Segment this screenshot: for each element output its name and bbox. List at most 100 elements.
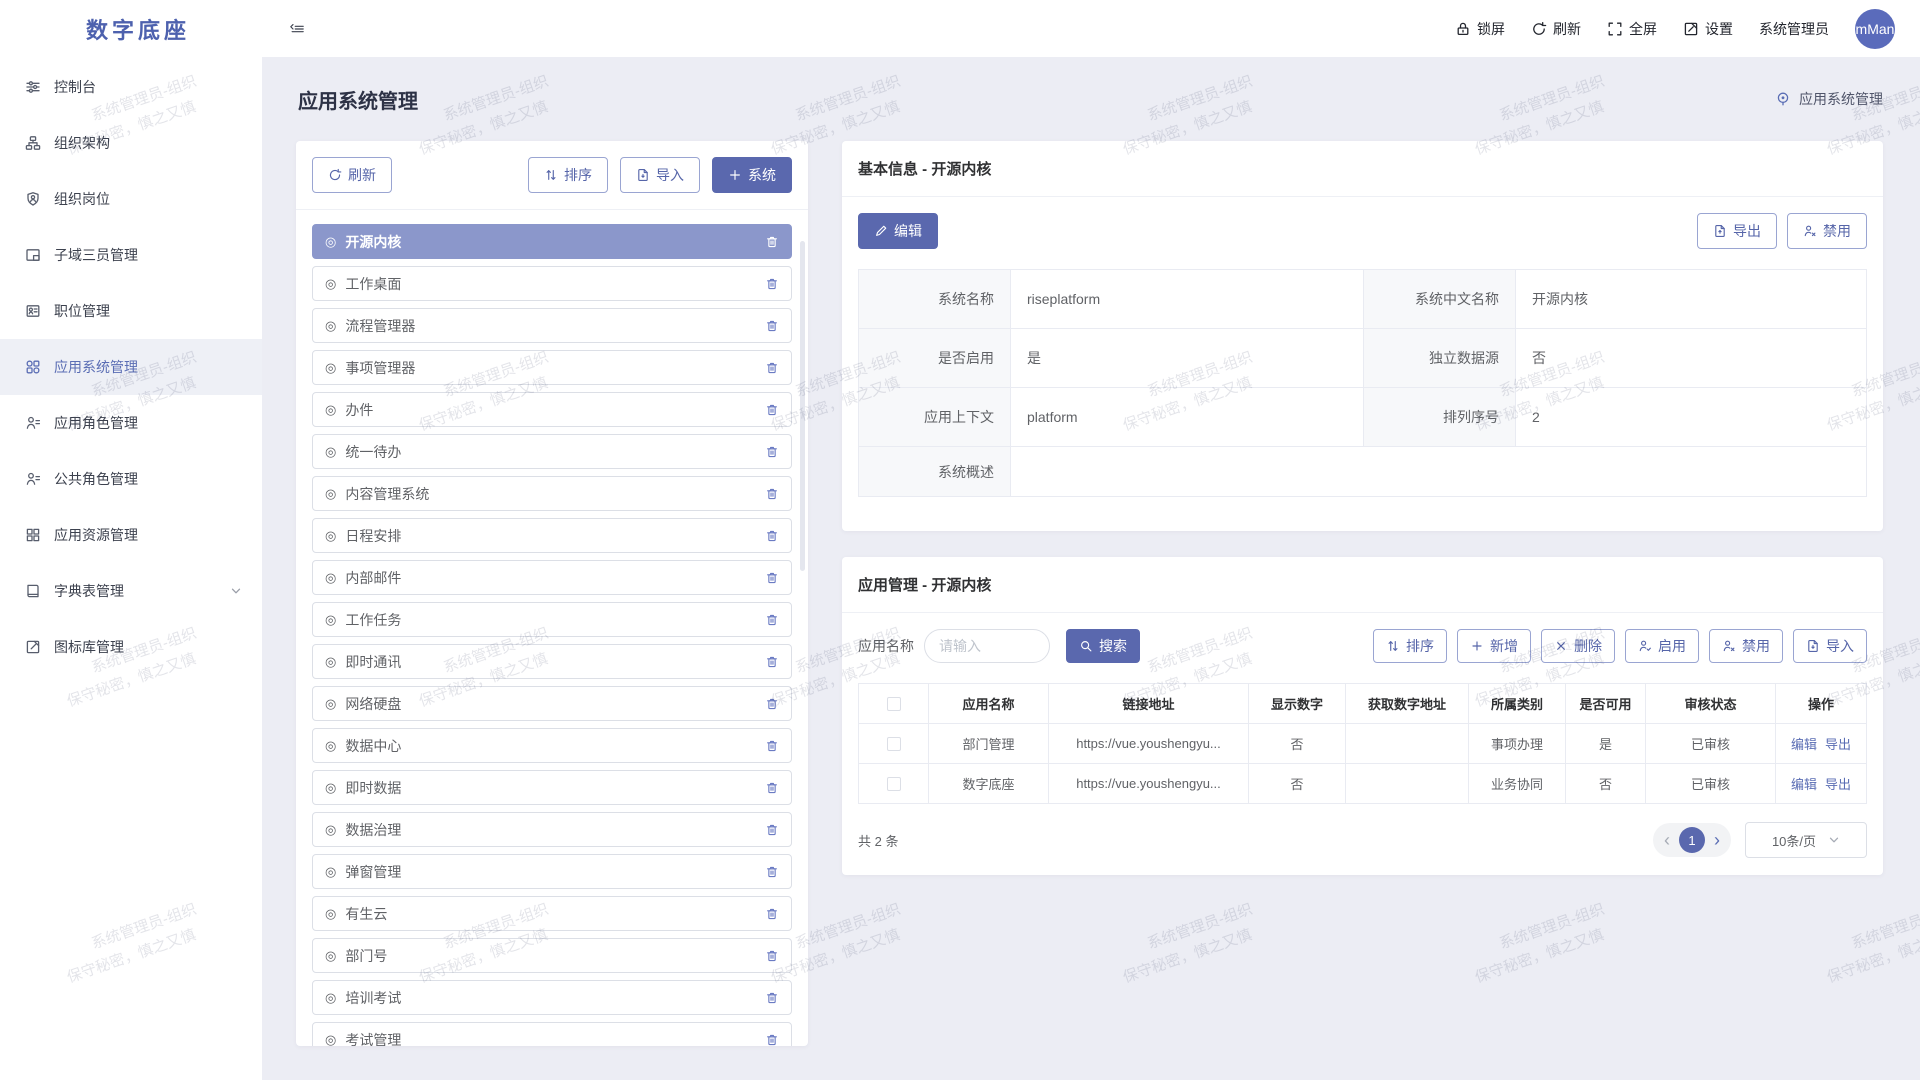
system-name: 内容管理系统 [345,485,430,502]
system-list-item[interactable]: 工作桌面 [312,266,792,301]
refresh-button[interactable]: 刷新 [1531,19,1581,39]
system-list-item[interactable]: 网络硬盘 [312,686,792,721]
system-list-item[interactable]: 培训考试 [312,980,792,1015]
system-list-item[interactable]: 即时数据 [312,770,792,805]
sidebar-item[interactable]: 图标库管理 [0,619,262,675]
enable-app-button[interactable]: 启用 [1625,629,1699,663]
delete-app-button[interactable]: 删除 [1541,629,1615,663]
page-number[interactable]: 1 [1679,827,1705,853]
delete-system-icon[interactable] [765,991,779,1005]
field-value: platform [1011,388,1364,447]
export-link[interactable]: 导出 [1825,737,1852,752]
row-checkbox[interactable] [886,736,901,751]
system-name: 流程管理器 [345,317,416,334]
system-list-item[interactable]: 部门号 [312,938,792,973]
cell-category: 业务协同 [1468,763,1566,804]
system-list-item[interactable]: 数据中心 [312,728,792,763]
disable-app-button[interactable]: 禁用 [1709,629,1783,663]
add-app-button[interactable]: 新增 [1457,629,1531,663]
sidebar-item[interactable]: 控制台 [0,59,262,115]
sidebar-item[interactable]: 组织岗位 [0,171,262,227]
refresh-list-button[interactable]: 刷新 [312,157,392,193]
sidebar-item[interactable]: 职位管理 [0,283,262,339]
target-icon [325,991,336,1004]
edit-button[interactable]: 编辑 [858,213,938,249]
target-icon [325,277,336,290]
lock-icon [1455,21,1471,37]
delete-system-icon[interactable] [765,403,779,417]
import-system-button[interactable]: 导入 [620,157,700,193]
lock-screen-button[interactable]: 锁屏 [1455,19,1505,39]
system-list-item[interactable]: 弹窗管理 [312,854,792,889]
edit-link[interactable]: 编辑 [1790,737,1817,752]
target-icon [325,697,336,710]
sidebar-item[interactable]: 字典表管理 [0,563,262,619]
delete-system-icon[interactable] [765,949,779,963]
cell-audit-status: 已审核 [1645,723,1776,764]
sidebar-item[interactable]: 子域三员管理 [0,227,262,283]
delete-system-icon[interactable] [765,781,779,795]
fullscreen-button[interactable]: 全屏 [1607,19,1657,39]
username[interactable]: 系统管理员 [1759,20,1829,37]
system-list-item[interactable]: 开源内核 [312,224,792,259]
delete-system-icon[interactable] [765,865,779,879]
field-label: 系统名称 [859,270,1011,329]
system-list-item[interactable]: 即时通讯 [312,644,792,679]
export-button[interactable]: 导出 [1697,213,1777,249]
delete-system-icon[interactable] [765,319,779,333]
sort-apps-button[interactable]: 排序 [1373,629,1447,663]
settings-button[interactable]: 设置 [1683,19,1733,39]
system-name: 网络硬盘 [345,695,402,712]
app-logo: 数字底座 [86,17,191,43]
basic-info-row: 是否启用 是 独立数据源 否 [859,329,1866,388]
delete-system-icon[interactable] [765,907,779,921]
delete-system-icon[interactable] [765,697,779,711]
scrollbar[interactable] [800,241,805,571]
delete-system-icon[interactable] [765,1033,779,1047]
system-list-item[interactable]: 办件 [312,392,792,427]
sidebar-item-label: 应用角色管理 [54,415,138,431]
delete-system-icon[interactable] [765,529,779,543]
system-list-item[interactable]: 统一待办 [312,434,792,469]
edit-link[interactable]: 编辑 [1790,777,1817,792]
row-checkbox[interactable] [886,776,901,791]
delete-system-icon[interactable] [765,571,779,585]
system-list-item[interactable]: 工作任务 [312,602,792,637]
sidebar-item[interactable]: 公共角色管理 [0,451,262,507]
search-button[interactable]: 搜索 [1066,629,1140,663]
app-name-input[interactable] [939,638,1035,654]
import-app-button[interactable]: 导入 [1793,629,1867,663]
next-page-button[interactable] [1712,831,1722,849]
sort-systems-button[interactable]: 排序 [528,157,608,193]
system-list-item[interactable]: 事项管理器 [312,350,792,385]
delete-system-icon[interactable] [765,277,779,291]
system-list-item[interactable]: 流程管理器 [312,308,792,343]
system-list-panel: 刷新 排序 导入 系统 [296,141,808,1046]
sidebar-item[interactable]: 应用角色管理 [0,395,262,451]
delete-system-icon[interactable] [765,655,779,669]
system-list-item[interactable]: 数据治理 [312,812,792,847]
avatar[interactable]: mMan [1855,8,1895,49]
system-list-item[interactable]: 考试管理 [312,1022,792,1046]
system-list-item[interactable]: 内容管理系统 [312,476,792,511]
delete-system-icon[interactable] [765,445,779,459]
delete-system-icon[interactable] [765,361,779,375]
sidebar-item[interactable]: 应用资源管理 [0,507,262,563]
sidebar-item[interactable]: 组织架构 [0,115,262,171]
delete-system-icon[interactable] [765,487,779,501]
add-system-button[interactable]: 系统 [712,157,792,193]
system-list-item[interactable]: 日程安排 [312,518,792,553]
delete-system-icon[interactable] [765,613,779,627]
disable-button[interactable]: 禁用 [1787,213,1867,249]
delete-system-icon[interactable] [765,823,779,837]
select-all-checkbox[interactable] [886,696,901,711]
delete-system-icon[interactable] [765,235,779,249]
system-list-item[interactable]: 有生云 [312,896,792,931]
export-link[interactable]: 导出 [1825,777,1852,792]
prev-page-button[interactable] [1662,831,1672,849]
system-list-item[interactable]: 内部邮件 [312,560,792,595]
page-size-select[interactable]: 10条/页 [1745,822,1867,858]
collapse-sidebar-icon[interactable] [289,21,305,37]
sidebar-item[interactable]: 应用系统管理 [0,339,262,395]
delete-system-icon[interactable] [765,739,779,753]
